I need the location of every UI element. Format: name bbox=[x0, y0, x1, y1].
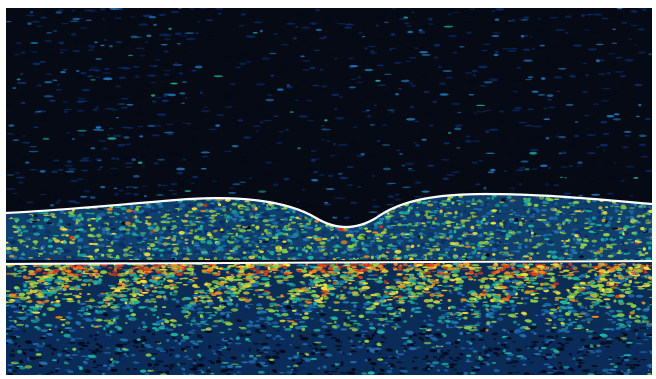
rpe-boundary-line bbox=[6, 260, 652, 265]
inner-retina-boundary-line bbox=[6, 192, 652, 228]
rpe-choroid-band bbox=[6, 262, 652, 375]
oct-scan-image bbox=[6, 8, 652, 375]
